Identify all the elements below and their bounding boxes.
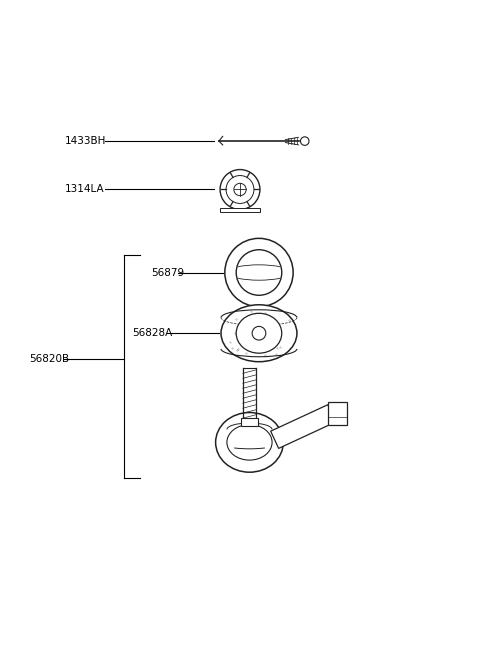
Circle shape [225, 238, 293, 307]
Ellipse shape [227, 424, 272, 460]
Circle shape [234, 183, 246, 196]
Ellipse shape [221, 305, 297, 362]
Text: 56879: 56879 [151, 267, 184, 277]
Circle shape [236, 250, 282, 295]
Ellipse shape [216, 413, 283, 472]
Text: 56828A: 56828A [132, 328, 172, 338]
Circle shape [226, 175, 254, 204]
Text: 1433BH: 1433BH [64, 136, 106, 146]
Bar [241, 418, 258, 426]
Bar [220, 208, 260, 212]
Text: 1314LA: 1314LA [64, 183, 104, 194]
Text: 56820B: 56820B [29, 354, 69, 365]
Ellipse shape [236, 313, 282, 353]
Circle shape [300, 137, 309, 145]
FancyBboxPatch shape [328, 402, 347, 424]
Circle shape [252, 327, 266, 340]
Polygon shape [271, 405, 336, 448]
Circle shape [220, 170, 260, 210]
